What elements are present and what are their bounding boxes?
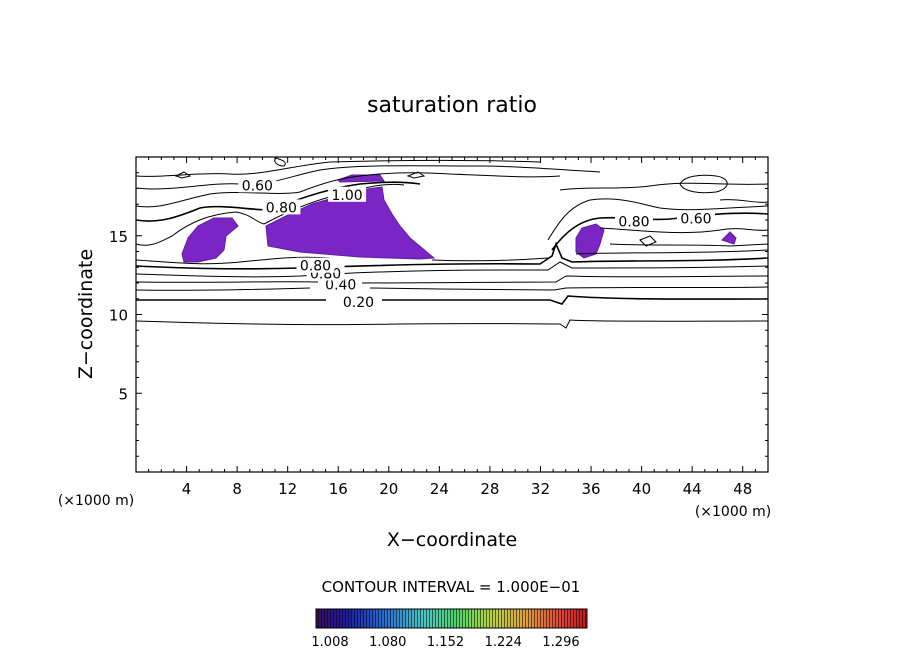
- contour-label-bg: [615, 213, 654, 229]
- shaded-region-right: [721, 231, 737, 245]
- contour-line: [609, 243, 768, 247]
- y-tick-label: 10: [109, 307, 128, 325]
- contour-line: [136, 249, 768, 265]
- y-tick-label: 5: [118, 385, 128, 403]
- contour-line: [136, 160, 541, 177]
- contour-line: [599, 227, 768, 234]
- contour-label-bg: [339, 293, 378, 309]
- x-tick-label: 44: [683, 480, 702, 498]
- contour-label: 1.00: [332, 188, 363, 204]
- x-tick-label: 24: [430, 480, 449, 498]
- chart-title: saturation ratio: [367, 93, 537, 118]
- y-axis: 5 10 15: [109, 172, 768, 457]
- y-axis-title: Z−coordinate: [75, 249, 97, 379]
- x-axis: 4 8 12 16 20 24 28 32 36 40 44 48: [148, 157, 756, 498]
- x-tick-label: 8: [232, 480, 242, 498]
- shaded-region-top: [337, 174, 385, 183]
- contour-line: [547, 198, 768, 241]
- contour-line: [136, 261, 768, 278]
- contour-line: [559, 182, 768, 191]
- contour-label: 0.80: [266, 200, 297, 216]
- plot-frame: [135, 156, 769, 473]
- contour-line: [136, 165, 601, 190]
- colorbar-tick-label: 1.296: [542, 635, 579, 650]
- contour-label-bg: [296, 257, 335, 273]
- colorbar-tick-label: 1.152: [427, 635, 464, 650]
- colorbar-frame: [315, 608, 588, 629]
- x-tick-label: 12: [278, 480, 297, 498]
- contour-label-bg: [328, 186, 367, 202]
- contour-labels: 0.200.400.800.800.800.601.000.80 0.60: [238, 177, 715, 311]
- contour-line: [719, 199, 768, 203]
- contour-line: [274, 157, 286, 167]
- contour-label-bg: [676, 210, 715, 226]
- contour-label: 0.80: [300, 259, 331, 275]
- x-tick-label: 16: [329, 480, 348, 498]
- x-unit-label: (×1000 m): [695, 504, 771, 520]
- contour-line: [136, 286, 768, 291]
- contour-line: [639, 235, 657, 247]
- contour-line: [679, 174, 728, 194]
- contour-label: 0.80: [618, 215, 649, 231]
- shaded-region-left: [181, 217, 239, 263]
- contour-line: [406, 171, 426, 179]
- contour-label: 0.60: [242, 178, 273, 194]
- contour-label: 0.60: [680, 211, 711, 227]
- contour-label-bg: [262, 199, 301, 215]
- x-tick-label: 48: [733, 480, 752, 498]
- contour-label: 0.40: [325, 278, 356, 294]
- colorbar-tick-label: 1.008: [311, 635, 348, 650]
- colorbar-ticks: 1.008 1.080 1.152 1.224 1.296: [311, 635, 579, 650]
- contour-line: [136, 275, 768, 284]
- x-tick-label: 36: [581, 480, 600, 498]
- contour-line: [136, 319, 768, 329]
- contour-line: [174, 171, 192, 179]
- colorbar-tick-label: 1.224: [485, 635, 522, 650]
- x-axis-title: X−coordinate: [387, 529, 517, 551]
- colorbar-tick-label: 1.080: [369, 635, 406, 650]
- plot-area: [136, 157, 768, 329]
- x-tick-label: 4: [182, 480, 192, 498]
- contour-line: [136, 241, 768, 270]
- x-tick-label: 28: [480, 480, 499, 498]
- contour-label: 0.20: [343, 295, 374, 311]
- contour-line: [136, 172, 561, 208]
- colorbar-hatch: [316, 609, 587, 628]
- z-unit-label: (×1000 m): [58, 493, 134, 509]
- y-tick-label: 15: [109, 228, 128, 246]
- x-tick-label: 32: [531, 480, 550, 498]
- x-tick-label: 40: [632, 480, 651, 498]
- contour-interval-text: CONTOUR INTERVAL = 1.000E−01: [322, 578, 581, 596]
- contour-label-bg: [238, 177, 277, 193]
- contour-line: [136, 295, 768, 305]
- x-tick-label: 20: [379, 480, 398, 498]
- colorbar: [315, 608, 588, 629]
